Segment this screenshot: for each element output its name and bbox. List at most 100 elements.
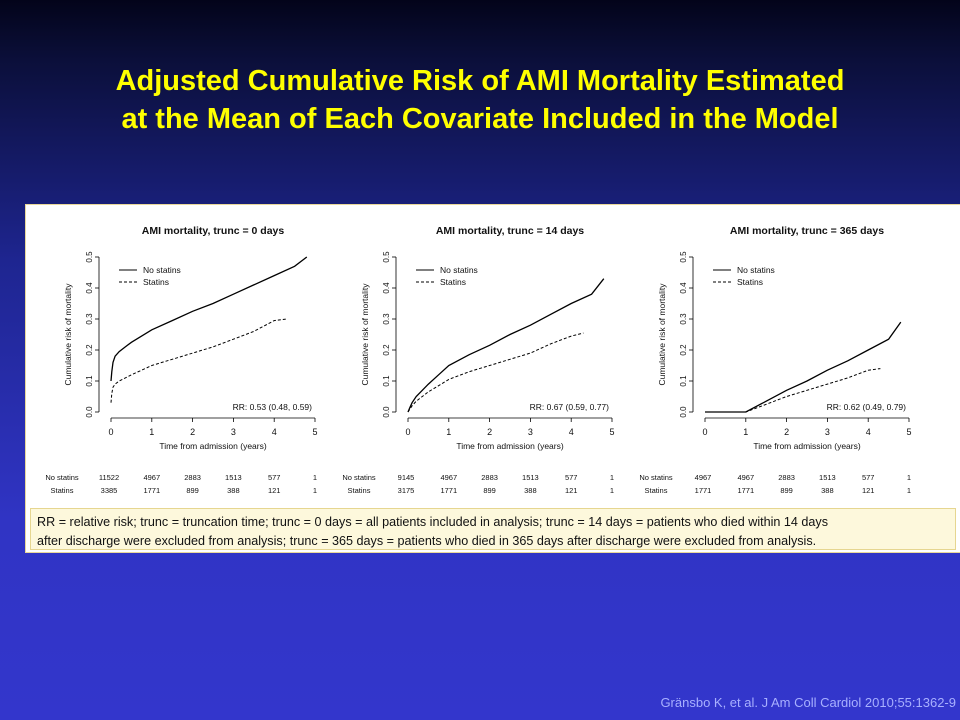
at-risk-count: 388 — [227, 486, 240, 495]
kaplan-meier-plots: AMI mortality, trunc = 0 days 0.0 0.1 0.2 0.… — [45, 225, 911, 495]
y-tick-label: 0.3 — [679, 313, 688, 325]
rr-annotation: RR: 0.62 (0.49, 0.79) — [827, 402, 907, 412]
chart-panel-1: AMI mortality, trunc = 0 days 0.0 0.1 0.2 0.… — [45, 225, 317, 495]
legend-label: No statins — [143, 265, 181, 275]
x-tick-label: 1 — [149, 427, 154, 437]
chart-title: AMI mortality, trunc = 365 days — [730, 225, 884, 237]
x-tick-label: 3 — [825, 427, 830, 437]
at-risk-count: 1771 — [143, 486, 160, 495]
y-tick-label: 0.1 — [85, 375, 94, 387]
at-risk-count: 1513 — [819, 473, 836, 482]
y-tick-label: 0.4 — [679, 282, 688, 294]
citation: Gränsbo K, et al. J Am Coll Cardiol 2010… — [660, 695, 956, 710]
at-risk-count: 121 — [862, 486, 875, 495]
at-risk-count: 388 — [524, 486, 537, 495]
y-axis-label: Cumulative risk of mortality — [657, 283, 667, 386]
y-axis-label: Cumulative risk of mortality — [63, 283, 73, 386]
y-tick-label: 0.3 — [85, 313, 94, 325]
at-risk-row-label: No statins — [45, 473, 79, 482]
figure-footnote: RR = relative risk; trunc = truncation t… — [30, 508, 956, 550]
y-tick-label: 0.3 — [382, 313, 391, 325]
at-risk-count: 1 — [610, 486, 614, 495]
at-risk-count: 899 — [780, 486, 793, 495]
at-risk-count: 577 — [565, 473, 578, 482]
x-tick-label: 2 — [784, 427, 789, 437]
x-tick-label: 3 — [231, 427, 236, 437]
at-risk-count: 388 — [821, 486, 834, 495]
legend-label: Statins — [737, 277, 763, 287]
y-tick-label: 0.2 — [679, 344, 688, 356]
chart-panel-2: AMI mortality, trunc = 14 days 0.0 0.1 0.2 0… — [342, 225, 614, 495]
x-tick-label: 1 — [743, 427, 748, 437]
at-risk-count: 1513 — [225, 473, 242, 482]
at-risk-count: 121 — [565, 486, 578, 495]
at-risk-count: 899 — [186, 486, 199, 495]
legend-label: No statins — [440, 265, 478, 275]
series-line-no-statins — [705, 321, 902, 413]
y-tick-label: 0.0 — [679, 406, 688, 418]
y-tick-label: 0.4 — [382, 282, 391, 294]
at-risk-count: 4967 — [440, 473, 457, 482]
at-risk-row-label: No statins — [342, 473, 376, 482]
x-tick-label: 4 — [272, 427, 277, 437]
x-tick-label: 4 — [866, 427, 871, 437]
slide-title-line-2: at the Mean of Each Covariate Included i… — [121, 103, 839, 135]
legend-label: Statins — [143, 277, 169, 287]
at-risk-count: 1 — [313, 486, 317, 495]
chart-title: AMI mortality, trunc = 0 days — [142, 225, 285, 237]
x-tick-label: 0 — [405, 427, 410, 437]
y-tick-label: 0.2 — [85, 344, 94, 356]
at-risk-count: 2883 — [184, 473, 201, 482]
x-tick-label: 1 — [446, 427, 451, 437]
y-axis-label: Cumulative risk of mortality — [360, 283, 370, 386]
y-tick-label: 0.5 — [679, 251, 688, 263]
at-risk-row-label: Statins — [348, 486, 371, 495]
figure-panel: AMI mortality, trunc = 0 days 0.0 0.1 0.2 0.… — [25, 204, 960, 553]
x-tick-label: 2 — [190, 427, 195, 437]
at-risk-count: 1 — [313, 473, 317, 482]
at-risk-count: 4967 — [695, 473, 712, 482]
at-risk-count: 121 — [268, 486, 281, 495]
at-risk-count: 577 — [862, 473, 875, 482]
series-line-no-statins — [110, 256, 308, 382]
legend-label: Statins — [440, 277, 466, 287]
footnote-line-1: RR = relative risk; trunc = truncation t… — [37, 515, 829, 529]
series-line-no-statins — [407, 278, 605, 413]
x-tick-label: 5 — [312, 427, 317, 437]
at-risk-count: 1771 — [695, 486, 712, 495]
at-risk-count: 11522 — [99, 473, 119, 482]
at-risk-count: 3385 — [101, 486, 118, 495]
at-risk-count: 1 — [907, 473, 911, 482]
at-risk-count: 1 — [610, 473, 614, 482]
at-risk-row-label: Statins — [51, 486, 74, 495]
x-axis-label: Time from admission (years) — [456, 441, 564, 451]
x-tick-label: 4 — [569, 427, 574, 437]
series-line-statins — [407, 332, 584, 413]
rr-annotation: RR: 0.53 (0.48, 0.59) — [233, 402, 313, 412]
at-risk-count: 899 — [483, 486, 496, 495]
at-risk-count: 4967 — [737, 473, 754, 482]
series-line-statins — [110, 318, 287, 403]
x-tick-label: 5 — [906, 427, 911, 437]
y-tick-label: 0.0 — [85, 406, 94, 418]
y-tick-label: 0.5 — [85, 251, 94, 263]
at-risk-count: 3175 — [398, 486, 415, 495]
y-tick-label: 0.0 — [382, 406, 391, 418]
at-risk-count: 4967 — [143, 473, 160, 482]
y-tick-label: 0.1 — [679, 375, 688, 387]
chart-title: AMI mortality, trunc = 14 days — [436, 225, 584, 237]
y-tick-label: 0.2 — [382, 344, 391, 356]
chart-panel-3: AMI mortality, trunc = 365 days 0.0 0.1 0.2… — [639, 225, 911, 495]
footnote-line-2: after discharge were excluded from analy… — [37, 534, 817, 548]
at-risk-count: 2883 — [778, 473, 795, 482]
at-risk-count: 1771 — [737, 486, 754, 495]
at-risk-count: 1771 — [440, 486, 457, 495]
x-tick-label: 0 — [702, 427, 707, 437]
at-risk-row-label: Statins — [645, 486, 668, 495]
rr-annotation: RR: 0.67 (0.59, 0.77) — [530, 402, 610, 412]
at-risk-count: 9145 — [398, 473, 415, 482]
x-tick-label: 2 — [487, 427, 492, 437]
at-risk-count: 1 — [907, 486, 911, 495]
at-risk-row-label: No statins — [639, 473, 673, 482]
series-line-statins — [705, 368, 881, 413]
